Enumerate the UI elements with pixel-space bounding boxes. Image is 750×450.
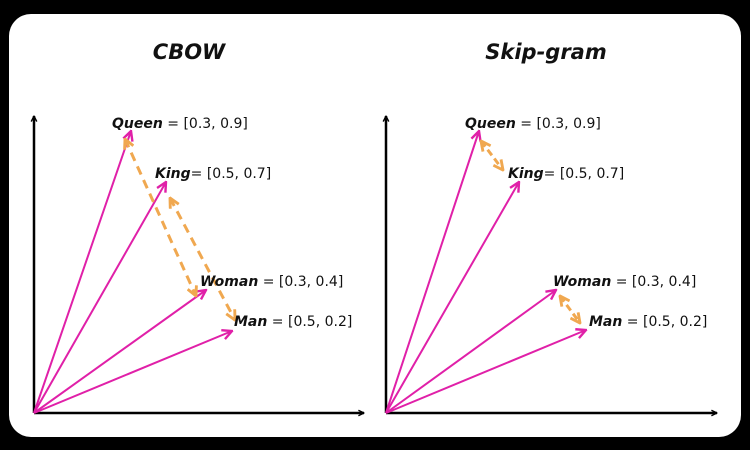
word-vector: = [0.3, 0.9] xyxy=(163,116,248,132)
vector-queen xyxy=(385,131,479,414)
word-vector: = [0.5, 0.7] xyxy=(544,166,625,182)
word-label-man: Man = [0.5, 0.2] xyxy=(234,314,352,330)
word-name: Queen xyxy=(112,116,163,132)
vector-queen xyxy=(33,131,131,414)
word-name: Woman xyxy=(553,274,611,290)
vector-man xyxy=(33,331,232,414)
relation-king-man xyxy=(170,198,235,320)
word-vector: = [0.3, 0.4] xyxy=(258,274,343,290)
vector-man xyxy=(385,330,586,414)
panel-cbow: CBOW Queen = [0.3, 0.9] King= [0.5, 0.7]… xyxy=(34,40,364,413)
word-vector: = [0.5, 0.2] xyxy=(622,314,707,330)
word-name: Woman xyxy=(200,274,258,290)
word-label-woman: Woman = [0.3, 0.4] xyxy=(200,274,343,290)
word-name: King xyxy=(508,166,544,182)
panel-skip-gram: Skip-gram Queen = [0.3, 0.9] King= [0.5,… xyxy=(386,40,717,413)
word-name: King xyxy=(155,166,191,182)
embedding-diagram: CBOW Queen = [0.3, 0.9] King= [0.5, 0.7]… xyxy=(9,40,741,437)
word-label-woman: Woman = [0.3, 0.4] xyxy=(553,274,696,290)
vector-king xyxy=(385,182,519,414)
diagram-card: CBOW Queen = [0.3, 0.9] King= [0.5, 0.7]… xyxy=(9,14,741,437)
word-label-man: Man = [0.5, 0.2] xyxy=(589,314,707,330)
word-label-king: King= [0.5, 0.7] xyxy=(508,166,624,182)
relation-woman-man xyxy=(560,296,580,323)
word-label-queen: Queen = [0.3, 0.9] xyxy=(112,116,248,132)
word-vector: = [0.3, 0.9] xyxy=(516,116,601,132)
word-vector: = [0.5, 0.7] xyxy=(191,166,272,182)
panel-title: Skip-gram xyxy=(485,40,606,64)
word-name: Man xyxy=(234,314,267,330)
word-vector: = [0.5, 0.2] xyxy=(267,314,352,330)
vector-king xyxy=(33,182,166,414)
relation-queen-woman xyxy=(125,139,196,296)
word-label-queen: Queen = [0.3, 0.9] xyxy=(465,116,601,132)
relation-queen-king xyxy=(481,141,503,170)
word-name: Queen xyxy=(465,116,516,132)
panel-title: CBOW xyxy=(153,40,226,64)
vector-woman xyxy=(385,290,556,414)
word-name: Man xyxy=(589,314,622,330)
word-label-king: King= [0.5, 0.7] xyxy=(155,166,271,182)
word-vector: = [0.3, 0.4] xyxy=(611,274,696,290)
